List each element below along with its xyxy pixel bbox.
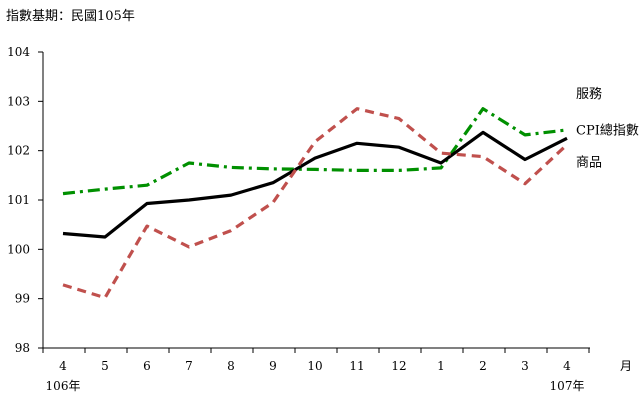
x-year-label: 107年	[550, 379, 585, 393]
x-tick-label: 5	[101, 359, 109, 373]
x-tick-label: 4	[59, 359, 67, 373]
y-tick-label: 102	[7, 144, 30, 158]
x-tick-label: 7	[185, 359, 193, 373]
x-tick-label: 1	[437, 359, 445, 373]
y-tick-label: 98	[15, 341, 30, 355]
x-tick-label: 11	[349, 359, 364, 373]
series-label-1: CPI總指數	[576, 122, 639, 138]
y-tick-label: 103	[7, 94, 30, 108]
series-line-2	[62, 107, 569, 300]
x-tick-label: 4	[563, 359, 571, 373]
series-label-2: 商品	[576, 156, 602, 171]
x-tick-label: 6	[143, 359, 151, 373]
series-line-1	[62, 130, 568, 239]
x-tick-label: 9	[269, 359, 277, 373]
x-year-label: 106年	[46, 379, 81, 393]
series-label-0: 服務	[576, 87, 602, 102]
x-tick-label: 12	[391, 359, 406, 373]
series-layer	[62, 107, 569, 300]
x-unit-label: 月	[620, 359, 632, 373]
y-tick-label: 100	[7, 242, 30, 256]
x-tick-label: 3	[521, 359, 529, 373]
chart-subtitle: 指數基期：民國105年	[6, 9, 135, 24]
y-tick-label: 101	[7, 193, 30, 207]
series-line-0	[62, 107, 568, 196]
y-tick-label: 99	[15, 292, 30, 306]
x-tick-label: 2	[479, 359, 487, 373]
x-tick-label: 10	[307, 359, 322, 373]
x-tick-label: 8	[227, 359, 235, 373]
y-tick-label: 104	[7, 45, 30, 59]
